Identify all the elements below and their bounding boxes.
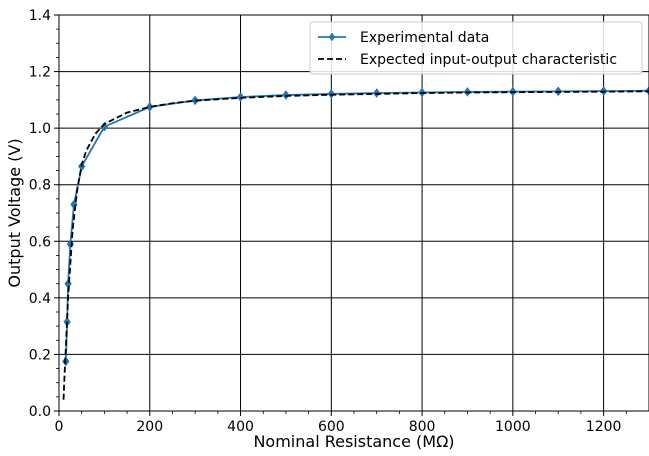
x-tick-label: 0 (55, 419, 64, 435)
y-tick-label: 0.8 (29, 178, 51, 194)
y-tick-label: 0.2 (29, 347, 51, 363)
x-tick-label: 1200 (586, 419, 622, 435)
x-axis-title: Nominal Resistance (MΩ) (253, 432, 454, 451)
legend-box (309, 21, 643, 75)
axis-ticks: 0 200 400 600 800 1000 1200 0.0 0.2 0.4 0.6 0.8 1.0 1… (29, 8, 627, 435)
series-1 (62, 90, 649, 400)
x-tick-label: 1000 (495, 419, 531, 435)
x-tick-label: 200 (136, 419, 163, 435)
y-tick-label: 0.4 (29, 291, 51, 307)
expected-curve (62, 90, 649, 400)
plot-area (62, 85, 649, 400)
y-axis-title: Output Voltage (V) (5, 138, 24, 287)
y-tick-label: 1.2 (29, 65, 51, 81)
y-tick-label: 0.6 (29, 234, 51, 250)
y-tick-label: 0.0 (29, 404, 51, 420)
x-tick-label: 400 (227, 419, 254, 435)
experimental-line (64, 89, 649, 362)
data-point (70, 199, 78, 210)
x-tick-label: 800 (409, 419, 436, 435)
x-tick-label: 600 (318, 419, 345, 435)
legend-label: Experimental data (360, 30, 489, 46)
legend: Experimental data Expected input-output c… (309, 21, 643, 75)
y-tick-label: 1.0 (29, 121, 51, 137)
data-point (191, 95, 199, 106)
data-point (146, 102, 154, 112)
legend-label: Expected input-output characteristic (360, 52, 617, 68)
legend-marker (328, 32, 336, 42)
y-tick-label: 1.4 (29, 8, 51, 24)
